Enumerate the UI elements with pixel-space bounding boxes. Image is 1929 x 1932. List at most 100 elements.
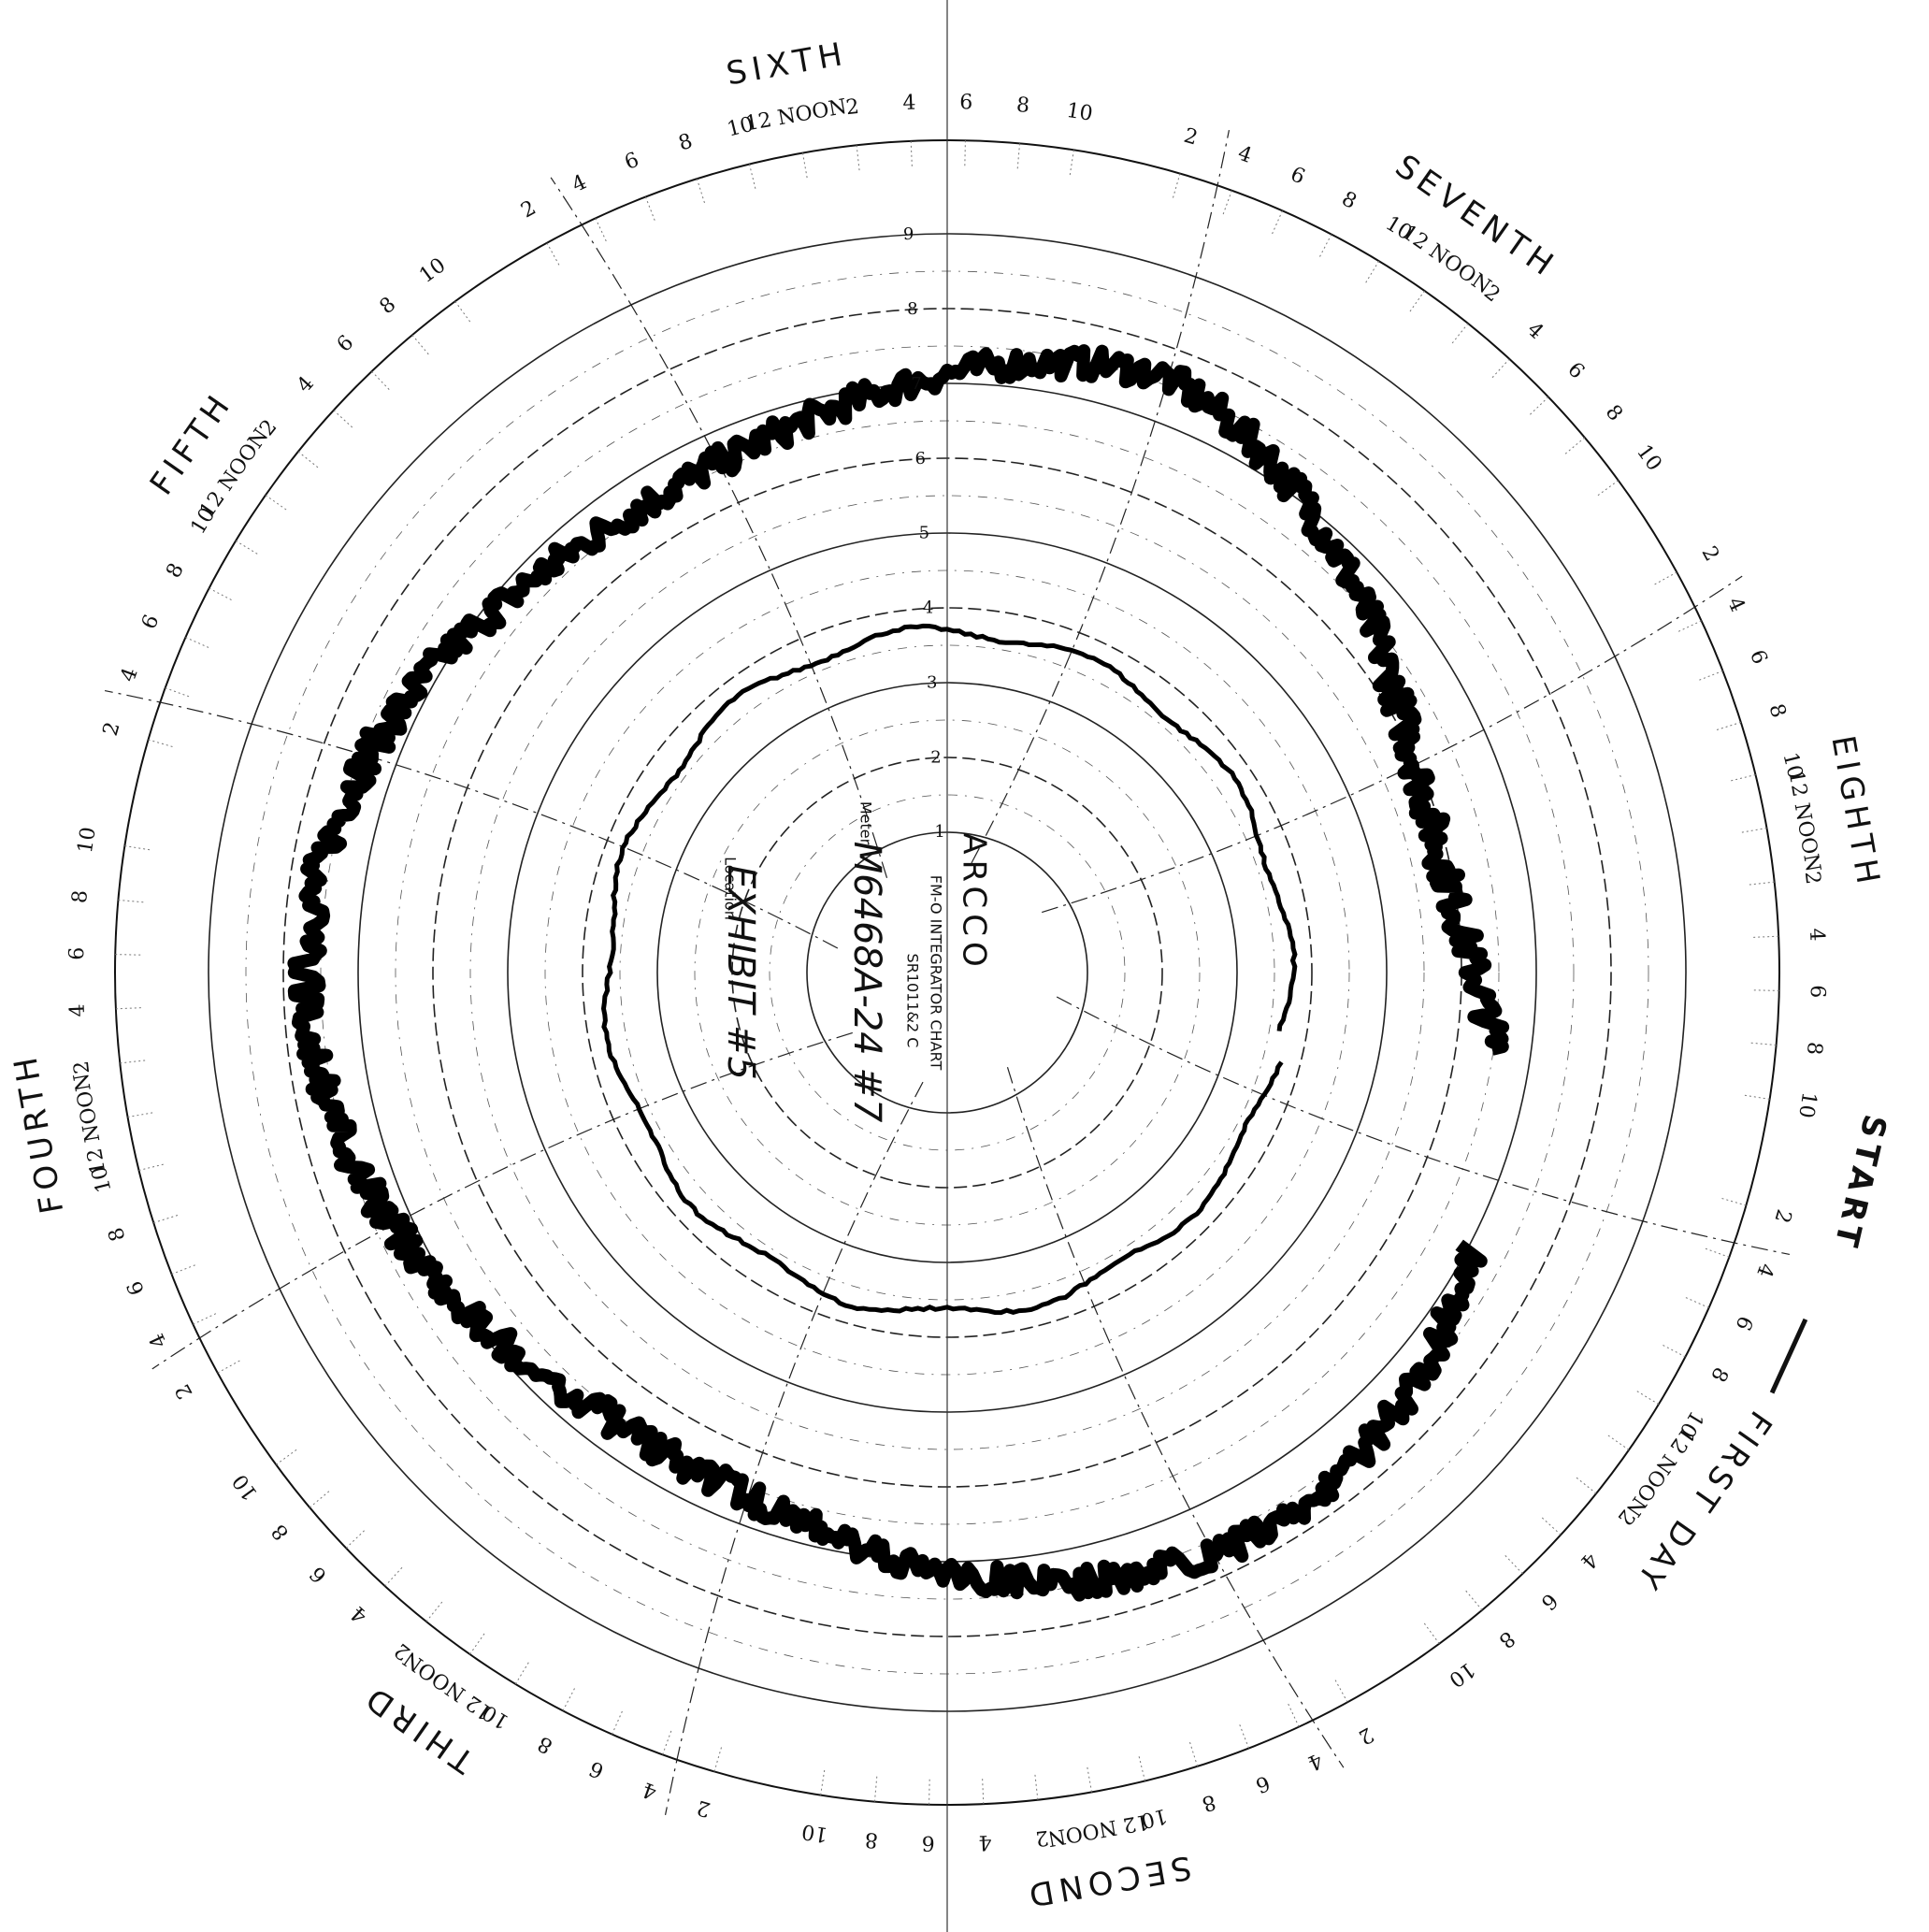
hour-tick — [1634, 1389, 1660, 1406]
hour-tick — [115, 1007, 144, 1010]
hour-tick — [118, 899, 147, 903]
hour-label: 6 — [137, 612, 165, 633]
center-exhibit: EXHIBIT #5 — [719, 865, 762, 1080]
hour-tick — [148, 739, 176, 748]
hour-label: 2 — [70, 1060, 94, 1075]
center-meter: M6468A-24 #7 — [845, 842, 888, 1123]
hour-label: 10 — [74, 826, 101, 855]
hour-tick — [546, 242, 561, 268]
hour-label: 6 — [586, 1755, 608, 1782]
hour-tick — [185, 637, 212, 650]
ring-label: 1 — [934, 822, 944, 842]
hour-tick — [1270, 210, 1283, 238]
day-boundary — [664, 1081, 924, 1816]
hour-tick — [411, 334, 431, 357]
ring-label: 2 — [930, 747, 941, 767]
hour-label: 6 — [1562, 358, 1589, 383]
hour-tick — [1188, 1739, 1199, 1766]
hour-label: 8 — [676, 130, 696, 156]
hour-label: 2 — [517, 196, 540, 223]
hour-tick — [1069, 150, 1074, 179]
hour-label: 2 — [844, 95, 860, 120]
ring-label: 6 — [914, 449, 925, 469]
day-boundary — [1056, 996, 1791, 1256]
hour-label: 4 — [293, 372, 319, 397]
ring-label: 4 — [923, 598, 933, 618]
hour-tick — [1738, 827, 1767, 834]
hour-label: 4 — [1304, 1748, 1326, 1775]
start-label: START — [1826, 1111, 1894, 1255]
hour-tick — [595, 218, 609, 244]
hour-tick — [1660, 1343, 1686, 1358]
inner-trace — [600, 623, 1298, 1316]
hour-tick — [1741, 1094, 1770, 1100]
center-brand: ARCCO — [956, 832, 993, 972]
hour-label: 8 — [1763, 701, 1790, 721]
day-label: SECOND — [1021, 1848, 1194, 1914]
hour-tick — [1539, 1515, 1562, 1536]
hour-tick — [662, 1727, 673, 1755]
hour-tick — [1137, 1753, 1146, 1781]
hour-tick — [1422, 1621, 1440, 1645]
hour-tick — [1221, 190, 1232, 218]
hour-tick — [1595, 480, 1619, 497]
hour-label: 4 — [902, 92, 916, 116]
hour-label: 6 — [333, 331, 358, 357]
hour-tick — [124, 845, 153, 851]
hour-tick — [309, 1489, 332, 1508]
hour-label: 8 — [267, 1520, 294, 1545]
hour-label: 10 — [1793, 1090, 1821, 1119]
hour-tick — [982, 1776, 985, 1805]
day-boundary — [1006, 1067, 1345, 1768]
hour-tick — [120, 1060, 149, 1064]
hour-label: 2 — [1696, 542, 1723, 565]
center-location-label: Location — [722, 857, 740, 920]
minor-ring — [320, 345, 1575, 1600]
hour-label: 4 — [145, 1330, 172, 1351]
outer-trace — [287, 344, 1510, 1602]
hour-label: 2 — [1034, 1825, 1050, 1850]
hour-tick — [235, 540, 261, 556]
hour-label: 8 — [1338, 187, 1360, 214]
hour-tick — [115, 954, 144, 956]
hour-label: 6 — [1252, 1770, 1273, 1796]
hour-label: 2 — [1800, 870, 1824, 886]
day-label: EIGHTH — [1823, 733, 1887, 892]
hour-tick — [1503, 1552, 1523, 1575]
hour-label: 10 — [1065, 99, 1094, 126]
hour-tick — [910, 140, 913, 169]
hour-tick — [127, 1111, 156, 1118]
hour-tick — [1746, 881, 1775, 886]
hour-label: 6 — [306, 1562, 332, 1587]
day-label: SIXTH — [724, 35, 851, 93]
hour-tick — [713, 1744, 723, 1772]
hour-label: 10 — [800, 1819, 829, 1846]
hour-label: 12 NOON — [1784, 769, 1825, 873]
day-label: FOURTH — [7, 1049, 72, 1217]
day-boundary — [151, 1031, 853, 1370]
hour-tick — [1317, 234, 1332, 260]
hour-label: 4 — [1522, 318, 1548, 344]
hour-label: 12 NOON — [743, 95, 848, 137]
hour-tick — [562, 1685, 577, 1711]
hour-label: 12 NOON — [70, 1071, 111, 1175]
hour-label: 8 — [534, 1731, 556, 1758]
hour-label: 2 — [171, 1379, 198, 1402]
hour-tick — [153, 1214, 180, 1224]
center-subtitle: FM-O INTEGRATOR CHART — [928, 875, 945, 1071]
hour-tick — [1333, 1677, 1348, 1703]
hour-tick — [217, 1359, 243, 1374]
hour-tick — [644, 196, 656, 223]
hour-label: 8 — [1015, 94, 1030, 118]
hour-label: 6 — [1536, 1588, 1562, 1614]
hour-tick — [138, 1162, 166, 1172]
hour-tick — [1702, 1247, 1730, 1258]
hour-label: 4 — [569, 170, 590, 197]
day-boundary — [1042, 575, 1743, 914]
hour-label: 2 — [1769, 1206, 1795, 1225]
hour-label: 8 — [1706, 1363, 1733, 1386]
hour-label: 4 — [1576, 1548, 1602, 1573]
hour-tick — [333, 410, 355, 430]
hour-tick — [1238, 1722, 1250, 1749]
hour-label: 2 — [99, 719, 125, 738]
